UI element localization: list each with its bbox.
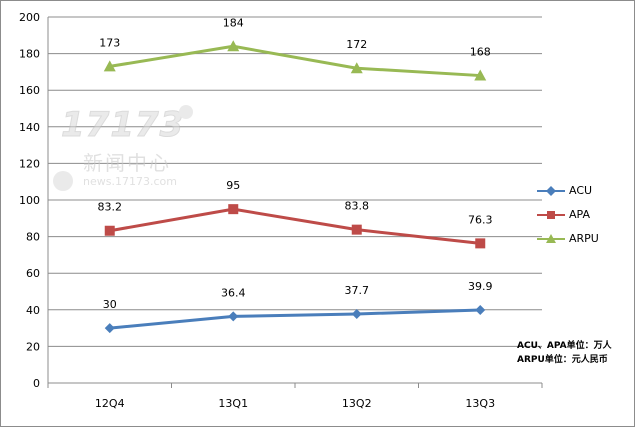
data-point xyxy=(227,40,240,52)
y-tick-label: 140 xyxy=(19,121,40,134)
legend-marker-apa xyxy=(537,211,565,219)
unit-note-line-1: ACU、APA单位：万人 xyxy=(517,341,612,351)
legend-item-apa: APA xyxy=(537,208,635,222)
watermark-dot-icon xyxy=(179,105,193,119)
data-label: 172 xyxy=(346,38,367,51)
data-label: 39.9 xyxy=(468,280,493,293)
data-point xyxy=(104,323,115,334)
x-tick-label: 13Q1 xyxy=(218,397,248,410)
data-label: 173 xyxy=(99,36,120,49)
unit-note-line-2: ARPU单位：元人民币 xyxy=(517,355,608,365)
data-point xyxy=(103,60,116,72)
data-label: 83.8 xyxy=(345,200,370,213)
legend-label-apa: APA xyxy=(569,208,590,221)
watermark-title: 新闻中心 xyxy=(83,151,171,175)
watermark: 17173 新闻中心 news.17173.com xyxy=(53,105,213,195)
legend-label-arpu: ARPU xyxy=(569,232,599,245)
y-tick-label: 200 xyxy=(19,11,40,24)
legend-item-arpu: ARPU xyxy=(537,232,635,246)
watermark-logo: 17173 xyxy=(60,105,185,146)
series-line-arpu xyxy=(109,44,481,78)
y-tick-label: 180 xyxy=(19,48,40,61)
y-tick-label: 80 xyxy=(26,231,40,244)
data-label: 168 xyxy=(470,46,491,59)
legend-label-acu: ACU xyxy=(569,184,593,197)
x-tick-label: 13Q3 xyxy=(465,397,495,410)
data-point xyxy=(351,309,362,320)
data-label: 37.7 xyxy=(345,284,370,297)
data-label: 83.2 xyxy=(98,201,123,214)
x-tick-label: 13Q2 xyxy=(342,397,372,410)
data-point xyxy=(104,225,115,236)
y-tick-label: 0 xyxy=(33,377,40,390)
data-label: 30 xyxy=(103,298,117,311)
data-label: 95 xyxy=(226,179,240,192)
y-tick-label: 20 xyxy=(26,340,40,353)
data-point xyxy=(228,204,239,215)
data-point xyxy=(228,311,239,322)
data-label: 36.4 xyxy=(221,286,246,299)
data-point xyxy=(475,238,486,249)
data-point xyxy=(351,224,362,235)
watermark-pacman-icon xyxy=(53,171,73,191)
series-line-apa xyxy=(109,207,481,245)
data-label: 184 xyxy=(223,16,244,29)
y-tick-label: 40 xyxy=(26,304,40,317)
x-tick-label: 12Q4 xyxy=(95,397,125,410)
unit-note: ACU、APA单位：万人 ARPU单位：元人民币 xyxy=(517,339,612,367)
watermark-url: news.17173.com xyxy=(83,175,177,188)
y-tick-label: 120 xyxy=(19,157,40,170)
series-line-acu xyxy=(109,308,481,330)
data-point xyxy=(474,69,487,81)
data-point xyxy=(350,62,363,74)
data-label: 76.3 xyxy=(468,213,493,226)
y-tick-label: 60 xyxy=(26,267,40,280)
data-point xyxy=(475,304,486,315)
y-tick-label: 160 xyxy=(19,84,40,97)
legend-marker-acu xyxy=(537,186,565,196)
y-tick-label: 100 xyxy=(19,194,40,207)
legend-marker-arpu xyxy=(537,234,565,243)
legend-item-acu: ACU xyxy=(537,184,635,198)
